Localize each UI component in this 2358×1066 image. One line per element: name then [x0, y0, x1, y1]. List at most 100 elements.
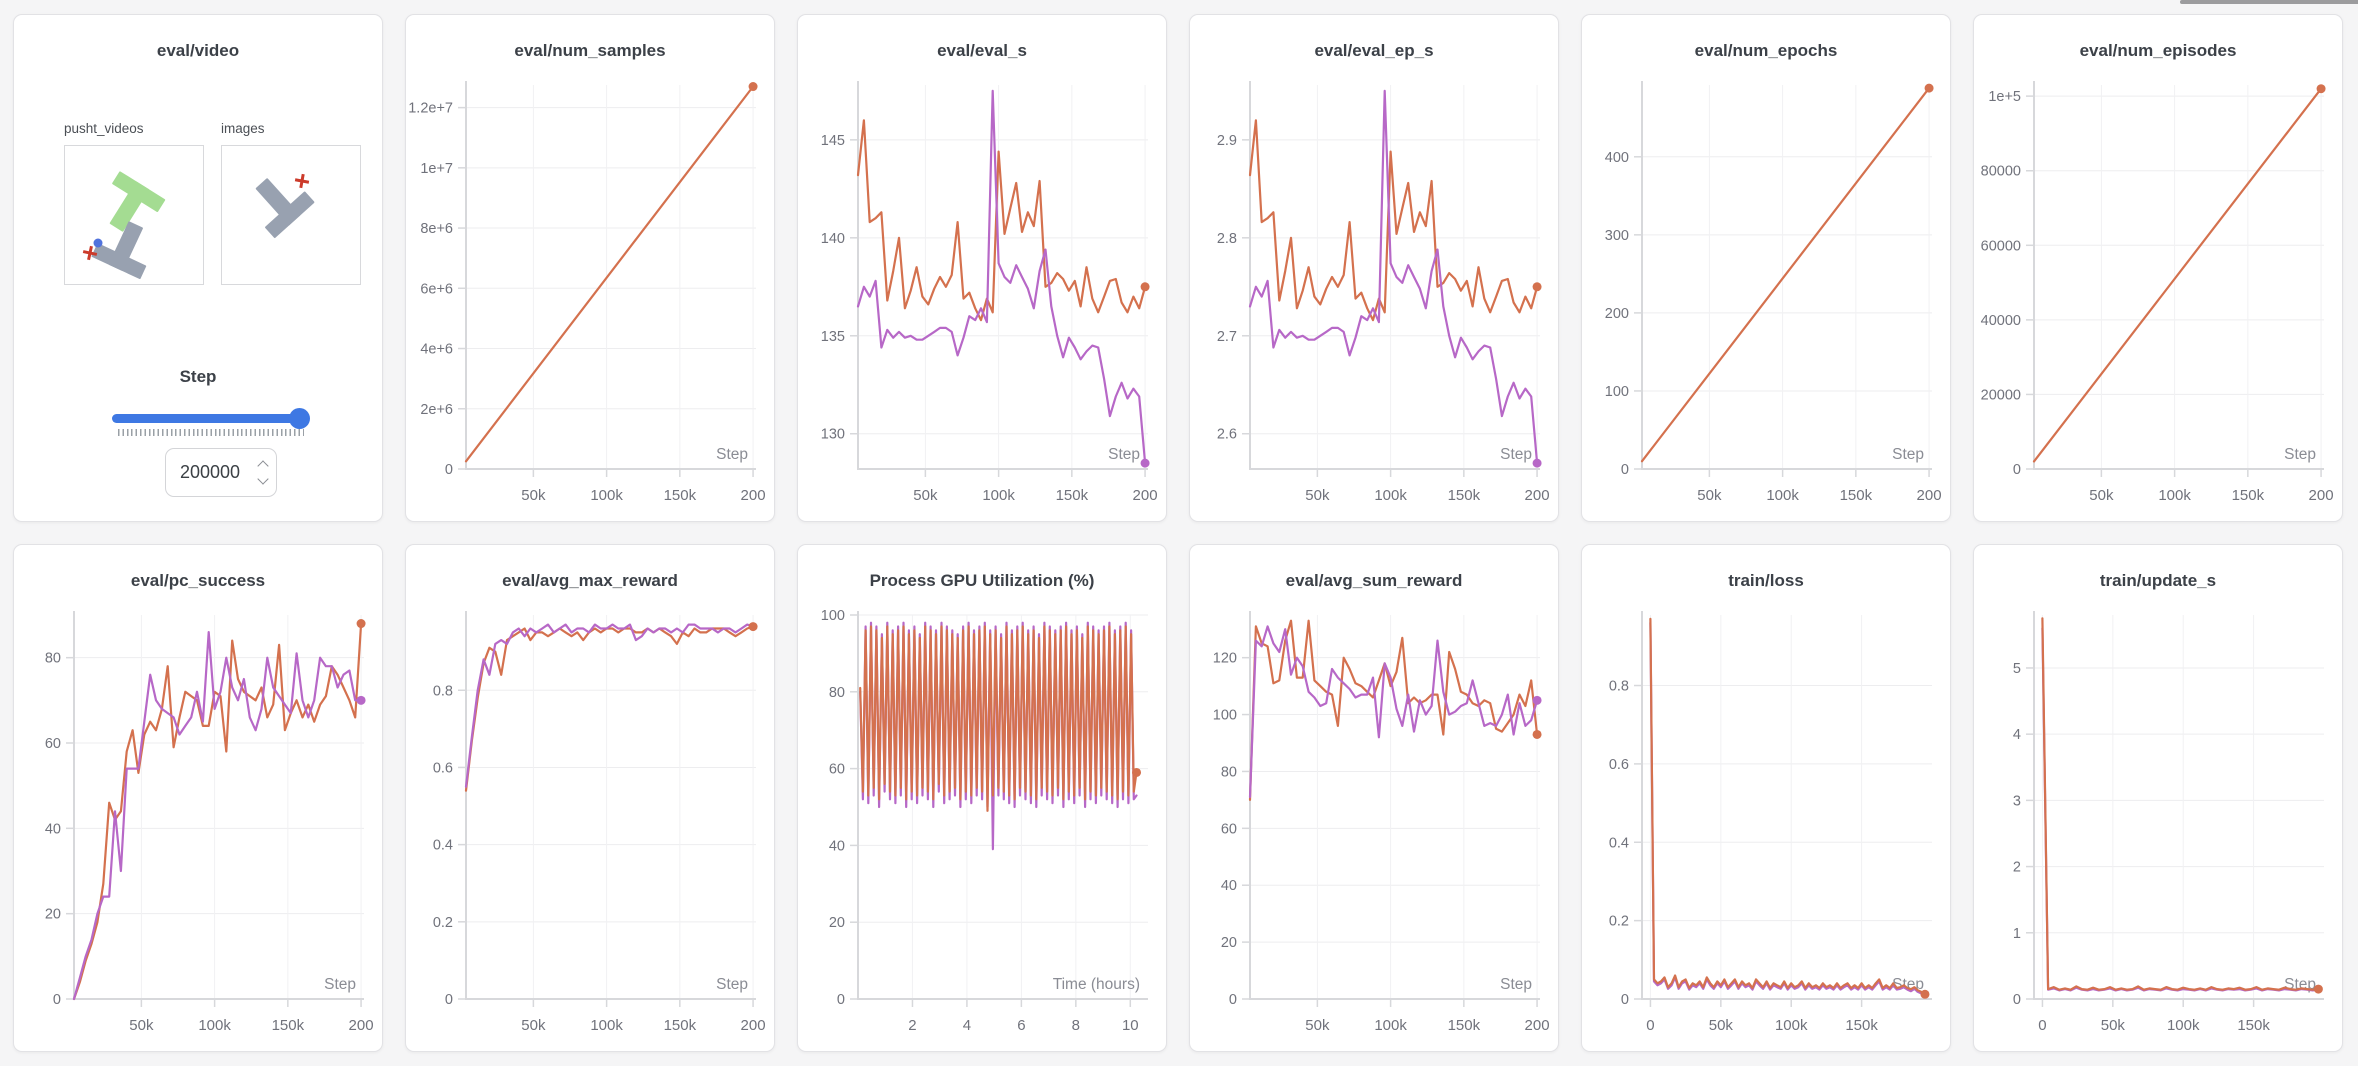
svg-text:0: 0 — [837, 992, 845, 1008]
svg-text:200: 200 — [1525, 1017, 1550, 1034]
chart-canvas[interactable]: 0 0.2 0.4 0.6 0.8 0 50k 100k 150k Step — [1582, 603, 1950, 1051]
step-slider-handle[interactable] — [289, 408, 310, 429]
svg-text:60: 60 — [45, 736, 61, 752]
svg-text:10: 10 — [1122, 1017, 1139, 1034]
chart-canvas[interactable]: 0 2e+6 4e+6 6e+6 8e+6 1e+7 1.2e+7 50k 100k 150k 20… — [406, 73, 774, 521]
svg-text:0.4: 0.4 — [1609, 835, 1629, 851]
chart-canvas[interactable]: 0 20 40 60 80 50k 100k 150k 200 Step — [14, 603, 382, 1051]
svg-text:150k: 150k — [664, 1017, 697, 1034]
svg-text:8: 8 — [1072, 1017, 1080, 1034]
svg-text:100: 100 — [1213, 708, 1237, 724]
svg-text:2.7: 2.7 — [1217, 329, 1237, 345]
svg-text:200: 200 — [741, 1017, 766, 1034]
panel-title: eval/eval_ep_s — [1314, 41, 1434, 60]
svg-text:40: 40 — [1221, 878, 1237, 894]
svg-text:0: 0 — [445, 462, 453, 478]
svg-text:200: 200 — [2309, 487, 2334, 504]
svg-text:100k: 100k — [982, 487, 1015, 504]
panel-eval-eval-ep-s: eval/eval_ep_s 2.6 2.7 2.8 2.9 50k 100k 150k 20… — [1189, 14, 1559, 522]
panel-eval-video: eval/video pusht_videos images — [13, 14, 383, 522]
svg-text:130: 130 — [821, 427, 845, 443]
panel-eval-num-epochs: eval/num_epochs 0 100 200 300 400 50k 100k 150k… — [1581, 14, 1951, 522]
agent-dot — [93, 238, 103, 248]
chart-canvas[interactable]: 0 0.2 0.4 0.6 0.8 50k 100k 150k 200 Step — [406, 603, 774, 1051]
step-slider[interactable] — [112, 408, 310, 429]
panel-train-loss: train/loss 0 0.2 0.4 0.6 0.8 0 50k 100k 150k Step — [1581, 544, 1951, 1052]
svg-text:8e+6: 8e+6 — [420, 221, 453, 237]
panel-eval-num-episodes: eval/num_episodes 0 20000 40000 60000 80000 1… — [1973, 14, 2343, 522]
horizontal-scrollbar[interactable] — [2180, 0, 2358, 4]
svg-text:4e+6: 4e+6 — [420, 342, 453, 358]
video-thumbnail-pusht[interactable] — [64, 145, 204, 285]
step-stepper[interactable] — [257, 460, 269, 485]
svg-text:0: 0 — [2038, 1017, 2046, 1034]
panel-title: eval/eval_s — [937, 41, 1027, 60]
svg-text:80: 80 — [829, 685, 845, 701]
media-label-images: images — [221, 121, 265, 136]
svg-text:150k: 150k — [1840, 487, 1873, 504]
svg-text:150k: 150k — [1056, 487, 1089, 504]
step-value-input[interactable] — [165, 448, 277, 497]
svg-text:0: 0 — [1621, 992, 1629, 1008]
svg-text:0.4: 0.4 — [433, 838, 453, 854]
chart-canvas[interactable]: 0 20 40 60 80 100 120 50k 100k 150k 200 Step — [1190, 603, 1558, 1051]
chart-canvas[interactable]: 2.6 2.7 2.8 2.9 50k 100k 150k 200 Step — [1190, 73, 1558, 521]
svg-text:1: 1 — [2013, 926, 2021, 942]
step-slider-label: Step — [179, 367, 217, 386]
image-scene-graphic — [255, 173, 315, 239]
svg-text:200: 200 — [1133, 487, 1158, 504]
svg-text:0: 0 — [1229, 992, 1237, 1008]
svg-text:50k: 50k — [521, 487, 546, 504]
svg-text:150k: 150k — [1448, 1017, 1481, 1034]
svg-text:Step: Step — [716, 976, 748, 993]
svg-text:0: 0 — [53, 992, 61, 1008]
svg-text:140: 140 — [821, 231, 845, 247]
svg-text:145: 145 — [821, 133, 845, 149]
svg-text:20: 20 — [45, 907, 61, 923]
svg-text:3: 3 — [2013, 793, 2021, 809]
svg-text:0: 0 — [2013, 992, 2021, 1008]
svg-text:0.6: 0.6 — [1609, 757, 1629, 773]
svg-text:Step: Step — [324, 976, 356, 993]
svg-text:Step: Step — [1500, 976, 1532, 993]
chart-canvas[interactable]: 0 20000 40000 60000 80000 1e+5 50k 100k 150k 200 S… — [1974, 73, 2342, 521]
svg-text:100: 100 — [1605, 384, 1629, 400]
svg-text:Step: Step — [1108, 446, 1140, 463]
svg-text:0.2: 0.2 — [433, 915, 453, 931]
svg-text:40000: 40000 — [1981, 313, 2021, 329]
svg-text:4: 4 — [963, 1017, 971, 1034]
svg-text:1e+5: 1e+5 — [1988, 89, 2021, 105]
chart-canvas[interactable]: 0 1 2 3 4 5 0 50k 100k 150k Step — [1974, 603, 2342, 1051]
chart-canvas[interactable]: 130 135 140 145 50k 100k 150k 200 Step — [798, 73, 1166, 521]
panel-eval-num-samples: eval/num_samples 0 2e+6 4e+6 6e+6 8e+6 1e+7 1.… — [405, 14, 775, 522]
chart-canvas[interactable]: 0 20 40 60 80 100 2 4 6 8 10 Time (hours) — [798, 603, 1166, 1051]
svg-text:200: 200 — [1525, 487, 1550, 504]
image-thumbnail[interactable] — [221, 145, 361, 285]
panel-eval-eval-s: eval/eval_s 130 135 140 145 50k 100k 150k 200 St… — [797, 14, 1167, 522]
svg-text:100: 100 — [821, 608, 845, 624]
svg-text:100k: 100k — [590, 1017, 623, 1034]
chevron-up-icon[interactable] — [257, 460, 269, 472]
svg-text:40: 40 — [45, 821, 61, 837]
svg-text:4: 4 — [2013, 727, 2021, 743]
chevron-down-icon[interactable] — [257, 473, 269, 485]
svg-text:150k: 150k — [2237, 1017, 2270, 1034]
svg-text:0.2: 0.2 — [1609, 914, 1629, 930]
panel-title: eval/num_epochs — [1694, 41, 1838, 60]
panel-eval-avg-sum-reward: eval/avg_sum_reward 0 20 40 60 80 100 120 50k 10… — [1189, 544, 1559, 1052]
svg-text:60: 60 — [1221, 821, 1237, 837]
chart-canvas[interactable]: 0 100 200 300 400 50k 100k 150k 200 Step — [1582, 73, 1950, 521]
svg-text:Step: Step — [2284, 446, 2316, 463]
panel-eval-pc-success: eval/pc_success 0 20 40 60 80 50k 100k 150k 200 S… — [13, 544, 383, 1052]
svg-text:0: 0 — [1621, 462, 1629, 478]
svg-text:5: 5 — [2013, 661, 2021, 677]
svg-text:2.8: 2.8 — [1217, 231, 1237, 247]
panel-title: eval/avg_max_reward — [502, 571, 678, 590]
svg-text:50k: 50k — [1709, 1017, 1734, 1034]
svg-text:2.6: 2.6 — [1217, 427, 1237, 443]
svg-text:135: 135 — [821, 329, 845, 345]
svg-text:20000: 20000 — [1981, 387, 2021, 403]
svg-text:50k: 50k — [1305, 487, 1330, 504]
svg-text:Step: Step — [1500, 446, 1532, 463]
